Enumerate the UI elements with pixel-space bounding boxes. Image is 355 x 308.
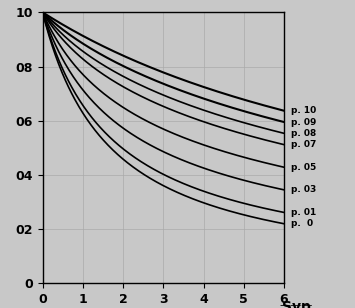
Text: p. 03: p. 03 xyxy=(291,185,316,194)
Text: ———: ——— xyxy=(279,300,313,308)
Text: p. 08: p. 08 xyxy=(291,129,316,138)
Text: p. 05: p. 05 xyxy=(291,163,316,172)
Text: p. 10: p. 10 xyxy=(291,106,316,115)
Text: p.  0: p. 0 xyxy=(291,219,313,228)
Text: p. 09: p. 09 xyxy=(291,118,316,127)
Text: p. 01: p. 01 xyxy=(291,208,316,217)
Text: p. 07: p. 07 xyxy=(291,140,316,149)
Text: Svp: Svp xyxy=(282,300,311,308)
